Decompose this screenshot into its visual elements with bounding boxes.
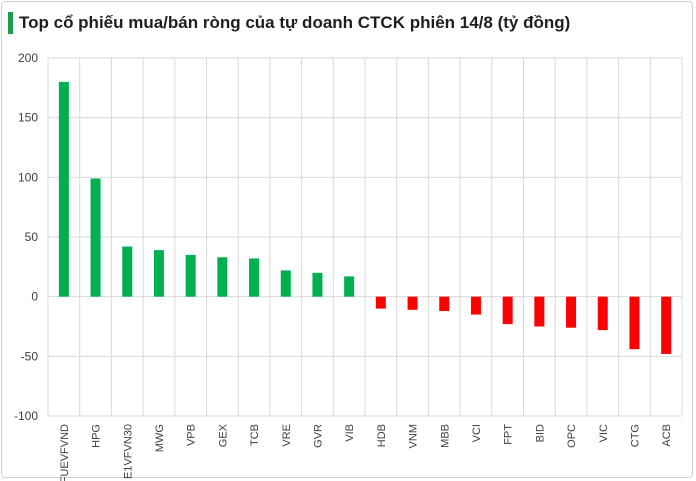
x-tick-label: FUEVFVND (59, 424, 71, 481)
bar-mbb (439, 296, 450, 311)
x-tick-label: GVR (312, 424, 324, 448)
bar-acb (661, 296, 672, 354)
x-tick-label: VIC (598, 424, 610, 442)
title-accent-bar (8, 12, 13, 34)
x-tick-label: VNM (408, 424, 420, 448)
x-tick-label: HDB (376, 424, 388, 447)
y-tick-label: 50 (25, 230, 39, 244)
bar-vnm (407, 296, 418, 310)
bar-vib (344, 276, 355, 297)
y-tick-label: 150 (18, 111, 38, 125)
y-tick-label: -50 (21, 349, 39, 363)
x-tick-label: HPG (91, 424, 103, 448)
bar-e1vfvn30 (122, 246, 133, 297)
x-tick-label: OPC (566, 424, 578, 448)
y-tick-label: 0 (31, 290, 38, 304)
x-tick-label: ACB (661, 424, 673, 447)
bar-bid (534, 296, 545, 327)
x-tick-label: FPT (503, 424, 515, 445)
bar-vre (280, 270, 291, 297)
y-tick-label: 100 (18, 170, 38, 184)
x-tick-label: VPB (186, 424, 198, 446)
chart-title: Top cổ phiếu mua/bán ròng của tự doanh C… (19, 13, 571, 32)
bar-mwg (153, 250, 164, 297)
x-tick-label: TCB (249, 424, 261, 446)
x-tick-label: E1VFVN30 (122, 424, 134, 479)
bar-gex (217, 257, 228, 297)
x-tick-label: MWG (154, 424, 166, 452)
bar-ctg (629, 296, 640, 350)
x-tick-label: VRE (281, 424, 293, 447)
chart-title-bar: Top cổ phiếu mua/bán ròng của tự doanh C… (8, 12, 570, 34)
x-tick-label: MBB (439, 424, 451, 448)
y-tick-label: 200 (18, 51, 38, 65)
bar-fuevfvnd (58, 81, 69, 297)
bar-gvr (312, 272, 323, 297)
x-tick-label: CTG (629, 424, 641, 447)
bar-vpb (185, 254, 196, 297)
bar-opc (566, 296, 577, 328)
bar-tcb (249, 258, 260, 297)
bar-hdb (375, 296, 386, 309)
bar-vic (597, 296, 608, 331)
x-tick-label: VCI (471, 424, 483, 442)
bar-fpt (502, 296, 513, 325)
y-tick-label: -100 (14, 409, 38, 423)
x-tick-label: GEX (217, 423, 229, 447)
bar-hpg (90, 178, 101, 297)
x-tick-label: VIB (344, 424, 356, 442)
bar-vci (470, 296, 481, 315)
x-tick-label: BID (534, 424, 546, 442)
